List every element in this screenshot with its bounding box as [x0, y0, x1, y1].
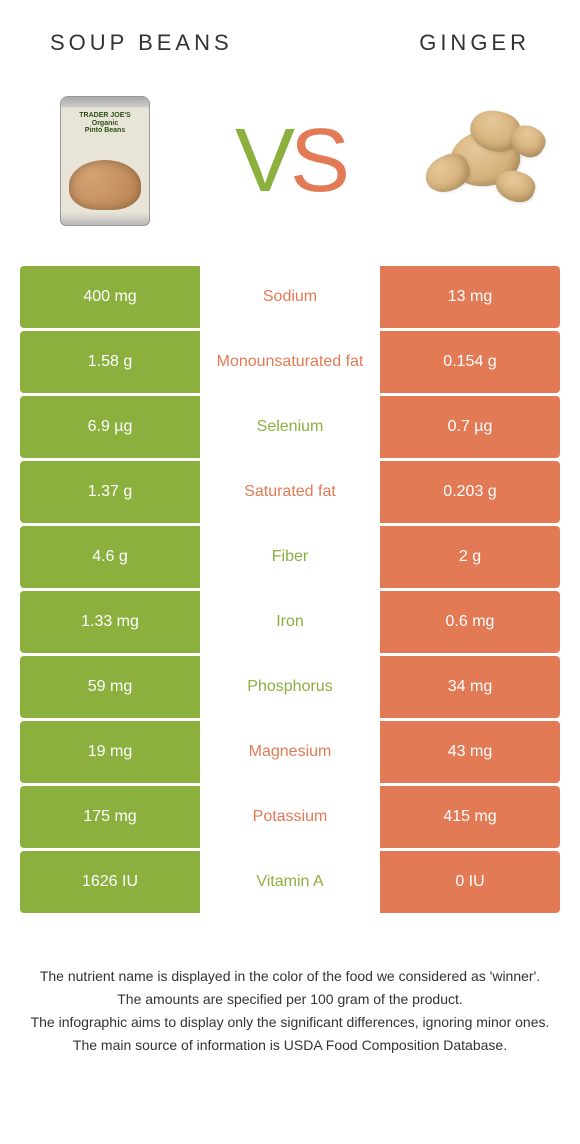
right-value: 0 IU [380, 851, 560, 913]
right-value: 34 mg [380, 656, 560, 718]
nutrient-label: Iron [200, 591, 380, 653]
nutrient-label: Magnesium [200, 721, 380, 783]
left-value: 19 mg [20, 721, 200, 783]
header: SOUP BEANS GINGER [0, 0, 580, 76]
footer-line: The main source of information is USDA F… [30, 1035, 550, 1056]
right-value: 415 mg [380, 786, 560, 848]
nutrient-label: Saturated fat [200, 461, 380, 523]
nutrient-label: Sodium [200, 266, 380, 328]
left-value: 1626 IU [20, 851, 200, 913]
table-row: 175 mgPotassium415 mg [20, 786, 560, 848]
right-value: 0.6 mg [380, 591, 560, 653]
table-row: 1.33 mgIron0.6 mg [20, 591, 560, 653]
left-value: 175 mg [20, 786, 200, 848]
vs-letter-s: S [290, 111, 345, 211]
vs-letter-v: V [235, 111, 290, 211]
left-food-title: SOUP BEANS [50, 30, 233, 56]
right-value: 13 mg [380, 266, 560, 328]
soup-beans-image: TRADER JOE'SOrganicPinto Beans [40, 86, 170, 236]
table-row: 4.6 gFiber2 g [20, 526, 560, 588]
footer-line: The nutrient name is displayed in the co… [30, 966, 550, 987]
right-value: 43 mg [380, 721, 560, 783]
vs-text: VS [235, 116, 345, 206]
right-food-title: GINGER [419, 30, 530, 56]
left-value: 400 mg [20, 266, 200, 328]
table-row: 19 mgMagnesium43 mg [20, 721, 560, 783]
left-value: 1.37 g [20, 461, 200, 523]
nutrient-label: Selenium [200, 396, 380, 458]
left-value: 1.33 mg [20, 591, 200, 653]
table-row: 400 mgSodium13 mg [20, 266, 560, 328]
right-value: 0.7 µg [380, 396, 560, 458]
left-value: 6.9 µg [20, 396, 200, 458]
nutrient-label: Monounsaturated fat [200, 331, 380, 393]
nutrient-label: Potassium [200, 786, 380, 848]
left-value: 1.58 g [20, 331, 200, 393]
can-icon: TRADER JOE'SOrganicPinto Beans [60, 96, 150, 226]
footer-notes: The nutrient name is displayed in the co… [0, 916, 580, 1078]
table-row: 1.37 gSaturated fat0.203 g [20, 461, 560, 523]
table-row: 6.9 µgSelenium0.7 µg [20, 396, 560, 458]
right-value: 0.154 g [380, 331, 560, 393]
ginger-icon [410, 101, 540, 221]
nutrient-label: Fiber [200, 526, 380, 588]
table-row: 1.58 gMonounsaturated fat0.154 g [20, 331, 560, 393]
infographic-container: SOUP BEANS GINGER TRADER JOE'SOrganicPin… [0, 0, 580, 1078]
right-value: 0.203 g [380, 461, 560, 523]
table-row: 1626 IUVitamin A0 IU [20, 851, 560, 913]
images-row: TRADER JOE'SOrganicPinto Beans VS [0, 76, 580, 266]
footer-line: The amounts are specified per 100 gram o… [30, 989, 550, 1010]
right-value: 2 g [380, 526, 560, 588]
nutrient-label: Phosphorus [200, 656, 380, 718]
left-value: 4.6 g [20, 526, 200, 588]
table-row: 59 mgPhosphorus34 mg [20, 656, 560, 718]
ginger-image [410, 86, 540, 236]
footer-line: The infographic aims to display only the… [30, 1012, 550, 1033]
can-label-text: TRADER JOE'SOrganicPinto Beans [66, 112, 144, 135]
nutrient-table: 400 mgSodium13 mg1.58 gMonounsaturated f… [0, 266, 580, 913]
nutrient-label: Vitamin A [200, 851, 380, 913]
left-value: 59 mg [20, 656, 200, 718]
